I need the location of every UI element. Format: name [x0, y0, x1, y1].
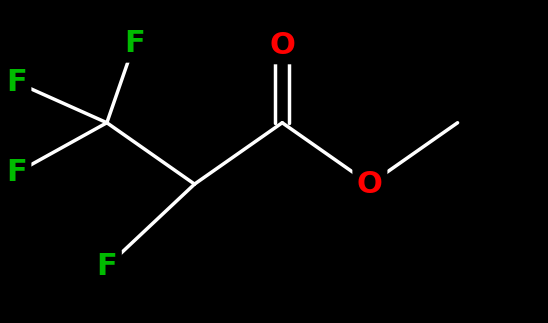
Text: O: O [357, 170, 383, 199]
Text: F: F [124, 29, 145, 58]
Text: F: F [6, 68, 27, 97]
Text: O: O [269, 31, 295, 60]
Text: F: F [96, 252, 117, 281]
Text: F: F [6, 158, 27, 187]
